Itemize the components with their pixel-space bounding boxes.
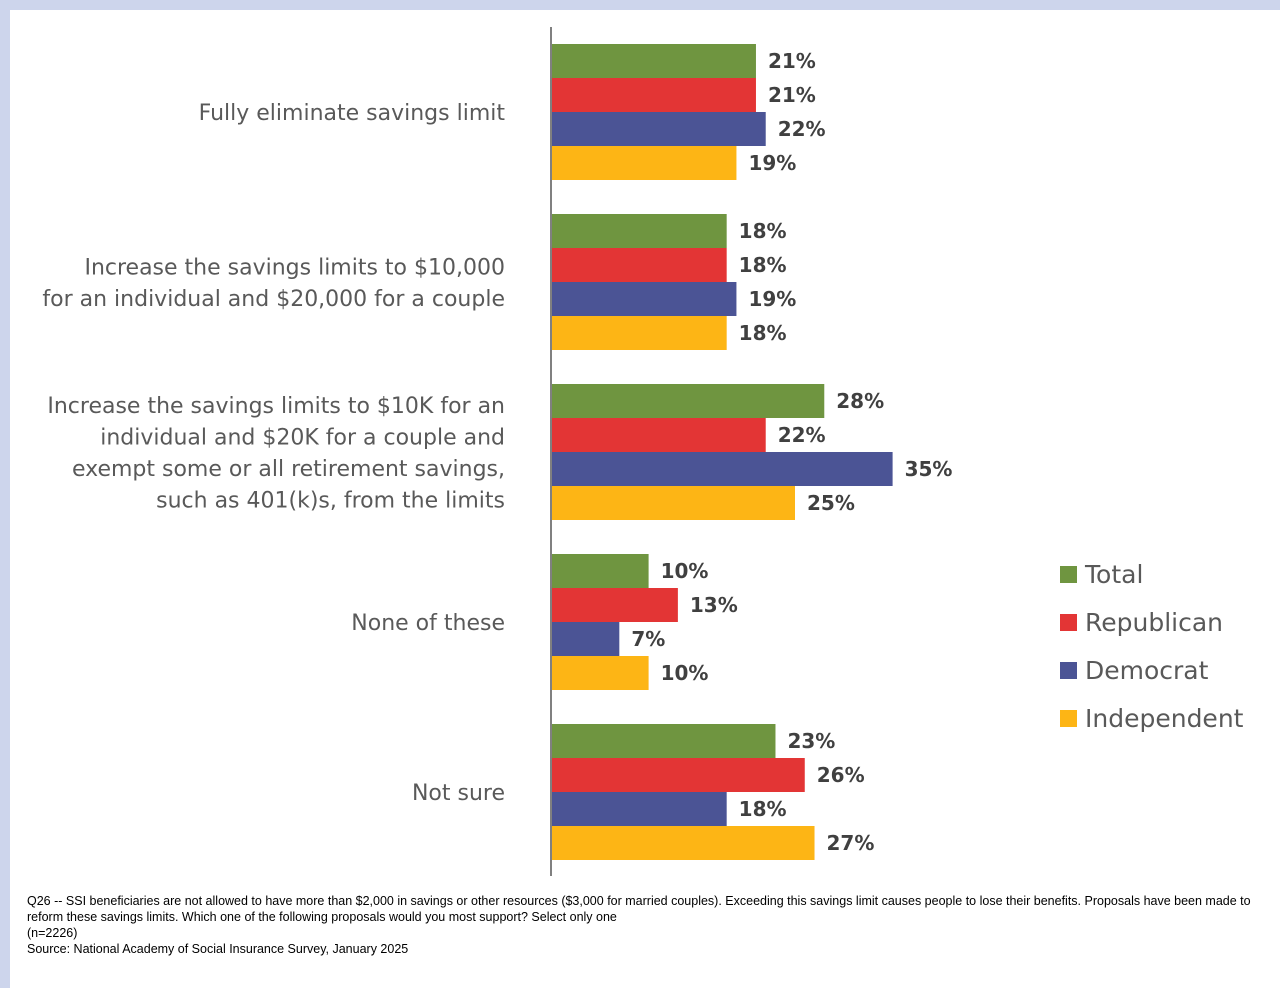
bar-democrat (551, 112, 766, 146)
bar-democrat (551, 452, 893, 486)
category-label: for an individual and $20,000 for a coup… (42, 287, 505, 312)
data-label: 21% (768, 49, 816, 73)
data-label: 19% (748, 287, 796, 311)
bar-total (551, 44, 756, 78)
legend-swatch-democrat (1060, 662, 1077, 679)
data-label: 7% (631, 627, 665, 651)
data-label: 27% (827, 831, 875, 855)
category-label: Increase the savings limits to $10K for … (47, 394, 505, 419)
bar-republican (551, 588, 678, 622)
question-text: Q26 -- SSI beneficiaries are not allowed… (27, 894, 1251, 924)
data-label: 22% (778, 423, 826, 447)
bar-independent (551, 316, 727, 350)
data-label: 28% (836, 389, 884, 413)
bar-democrat (551, 792, 727, 826)
legend-swatch-independent (1060, 710, 1077, 727)
category-label: Fully eliminate savings limit (199, 101, 506, 126)
data-label: 18% (739, 797, 787, 821)
legend-label-republican: Republican (1085, 608, 1223, 637)
data-label: 22% (778, 117, 826, 141)
data-label: 18% (739, 219, 787, 243)
legend-label-independent: Independent (1085, 704, 1244, 733)
bar-independent (551, 146, 737, 180)
bar-total (551, 554, 649, 588)
data-label: 21% (768, 83, 816, 107)
bar-republican (551, 418, 766, 452)
bar-republican (551, 248, 727, 282)
bar-total (551, 724, 776, 758)
bar-independent (551, 826, 815, 860)
category-label: Not sure (412, 781, 505, 806)
data-label: 10% (661, 661, 709, 685)
bar-total (551, 214, 727, 248)
source-text: Source: National Academy of Social Insur… (27, 942, 409, 956)
bar-republican (551, 758, 805, 792)
category-label: exempt some or all retirement savings, (72, 457, 505, 482)
footnote: Q26 -- SSI beneficiaries are not allowed… (27, 893, 1257, 957)
legend-label-total: Total (1084, 560, 1143, 589)
data-label: 19% (748, 151, 796, 175)
legend-swatch-total (1060, 566, 1077, 583)
bar-democrat (551, 622, 620, 656)
category-label: such as 401(k)s, from the limits (156, 488, 505, 513)
data-label: 10% (661, 559, 709, 583)
bar-independent (551, 656, 649, 690)
bar-independent (551, 486, 795, 520)
bar-republican (551, 78, 756, 112)
sample-size: (n=2226) (27, 926, 78, 940)
category-label: Increase the savings limits to $10,000 (84, 255, 505, 280)
bar-total (551, 384, 825, 418)
legend-label-democrat: Democrat (1085, 656, 1209, 685)
category-label: individual and $20K for a couple and (100, 425, 505, 450)
data-label: 35% (905, 457, 953, 481)
data-label: 18% (739, 253, 787, 277)
data-label: 23% (787, 729, 835, 753)
legend-swatch-republican (1060, 614, 1077, 631)
category-label: None of these (351, 611, 505, 636)
data-label: 26% (817, 763, 865, 787)
data-label: 13% (690, 593, 738, 617)
data-label: 18% (739, 321, 787, 345)
bar-democrat (551, 282, 737, 316)
data-label: 25% (807, 491, 855, 515)
